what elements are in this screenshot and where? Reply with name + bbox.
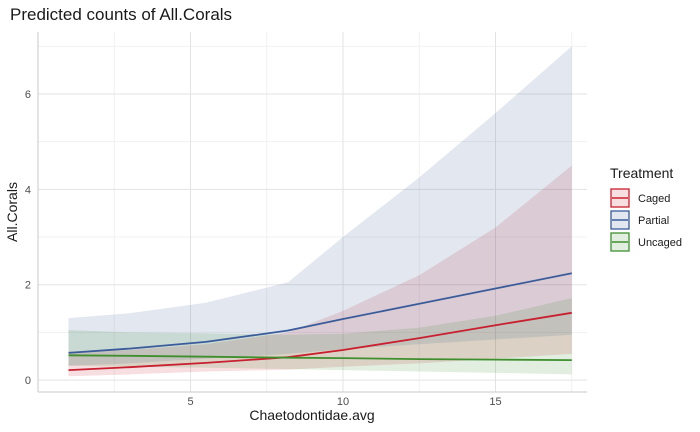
- x-tick-label: 5: [187, 396, 193, 408]
- x-tick-label: 15: [489, 396, 501, 408]
- ribbon-caged: [68, 165, 572, 377]
- y-tick-label: 0: [25, 375, 31, 387]
- y-tick-labels: 0 2 4 6: [25, 89, 31, 387]
- line-partial: [68, 272, 572, 354]
- y-axis-title: All.Corals: [4, 182, 20, 242]
- y-tick-label: 4: [25, 184, 31, 196]
- x-tick-label: 10: [337, 396, 349, 408]
- grid-major: [38, 32, 587, 392]
- ribbon-uncaged: [68, 298, 572, 375]
- legend-item-partial: Partial: [610, 210, 669, 230]
- series-lines: [68, 272, 572, 371]
- legend-item-uncaged: Uncaged: [610, 232, 682, 252]
- grid-minor: [38, 32, 587, 392]
- legend-title: Treatment: [610, 165, 673, 181]
- ribbon-partial: [68, 46, 572, 366]
- line-caged: [68, 311, 572, 371]
- x-axis-title: Chaetodontidae.avg: [249, 407, 374, 423]
- y-tick-label: 2: [25, 280, 31, 292]
- y-tick-label: 6: [25, 89, 31, 101]
- line-uncaged: [68, 354, 572, 361]
- legend-item-caged: Caged: [610, 188, 670, 208]
- legend: Treatment Caged Partial Uncaged: [610, 165, 682, 252]
- chart-title: Predicted counts of All.Corals: [10, 5, 232, 24]
- legend-items: Caged Partial Uncaged: [610, 188, 682, 252]
- confidence-ribbons: [68, 46, 572, 377]
- legend-label: Caged: [638, 193, 670, 205]
- legend-label: Uncaged: [638, 237, 682, 249]
- legend-label: Partial: [638, 215, 669, 227]
- x-tick-labels: 5 10 15: [187, 396, 501, 408]
